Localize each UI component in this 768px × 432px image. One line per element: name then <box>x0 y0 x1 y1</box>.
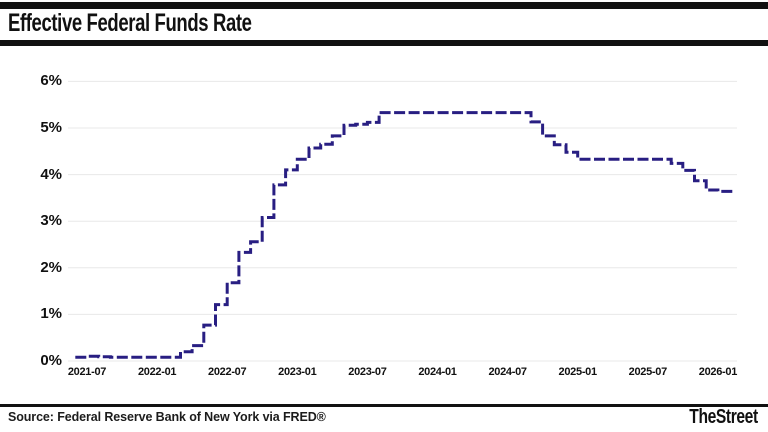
x-axis-tick-2025-07: 2025-07 <box>628 366 668 378</box>
top-black-bar <box>0 2 768 9</box>
footer-rule <box>0 404 768 407</box>
x-axis-tick-2021-07: 2021-07 <box>67 366 107 378</box>
y-axis-tick-5%: 5% <box>40 119 62 136</box>
y-axis-tick-0%: 0% <box>40 352 62 369</box>
title-underline-rule <box>0 40 768 46</box>
effr-series-line <box>75 111 735 359</box>
effr-step-chart: 0% 1% 2% 3% 4% 5% 6% 2021-07 2022-01 2022-07 2023-… <box>0 49 768 398</box>
x-axis-tick-2023-07: 2023-07 <box>348 366 387 378</box>
plot-area <box>68 80 737 362</box>
y-axis-tick-6%: 6% <box>40 72 62 90</box>
x-axis-tick-2023-01: 2023-01 <box>278 366 317 378</box>
y-axis-tick-1%: 1% <box>40 305 62 323</box>
x-axis-tick-2026-01: 2026-01 <box>698 366 738 378</box>
x-axis-tick-2024-07: 2024-07 <box>488 366 527 378</box>
thestreet-logo-text: TheStreet <box>689 406 759 428</box>
x-axis-tick-2025-01: 2025-01 <box>558 366 598 378</box>
source-attribution: Source: Federal Reserve Bank of New York… <box>8 410 326 424</box>
thestreet-logo: TheStreet <box>670 406 759 429</box>
x-axis-tick-2022-07: 2022-07 <box>208 366 247 378</box>
y-axis-tick-2%: 2% <box>40 258 62 276</box>
chart-title: Effective Federal Funds Rate <box>8 9 337 38</box>
chart-title-text: Effective Federal Funds Rate <box>8 9 252 37</box>
x-axis-tick-2024-01: 2024-01 <box>418 366 457 378</box>
y-axis-tick-4%: 4% <box>40 165 62 183</box>
x-axis-tick-2022-01: 2022-01 <box>137 366 177 378</box>
y-axis-tick-3%: 3% <box>40 212 62 230</box>
